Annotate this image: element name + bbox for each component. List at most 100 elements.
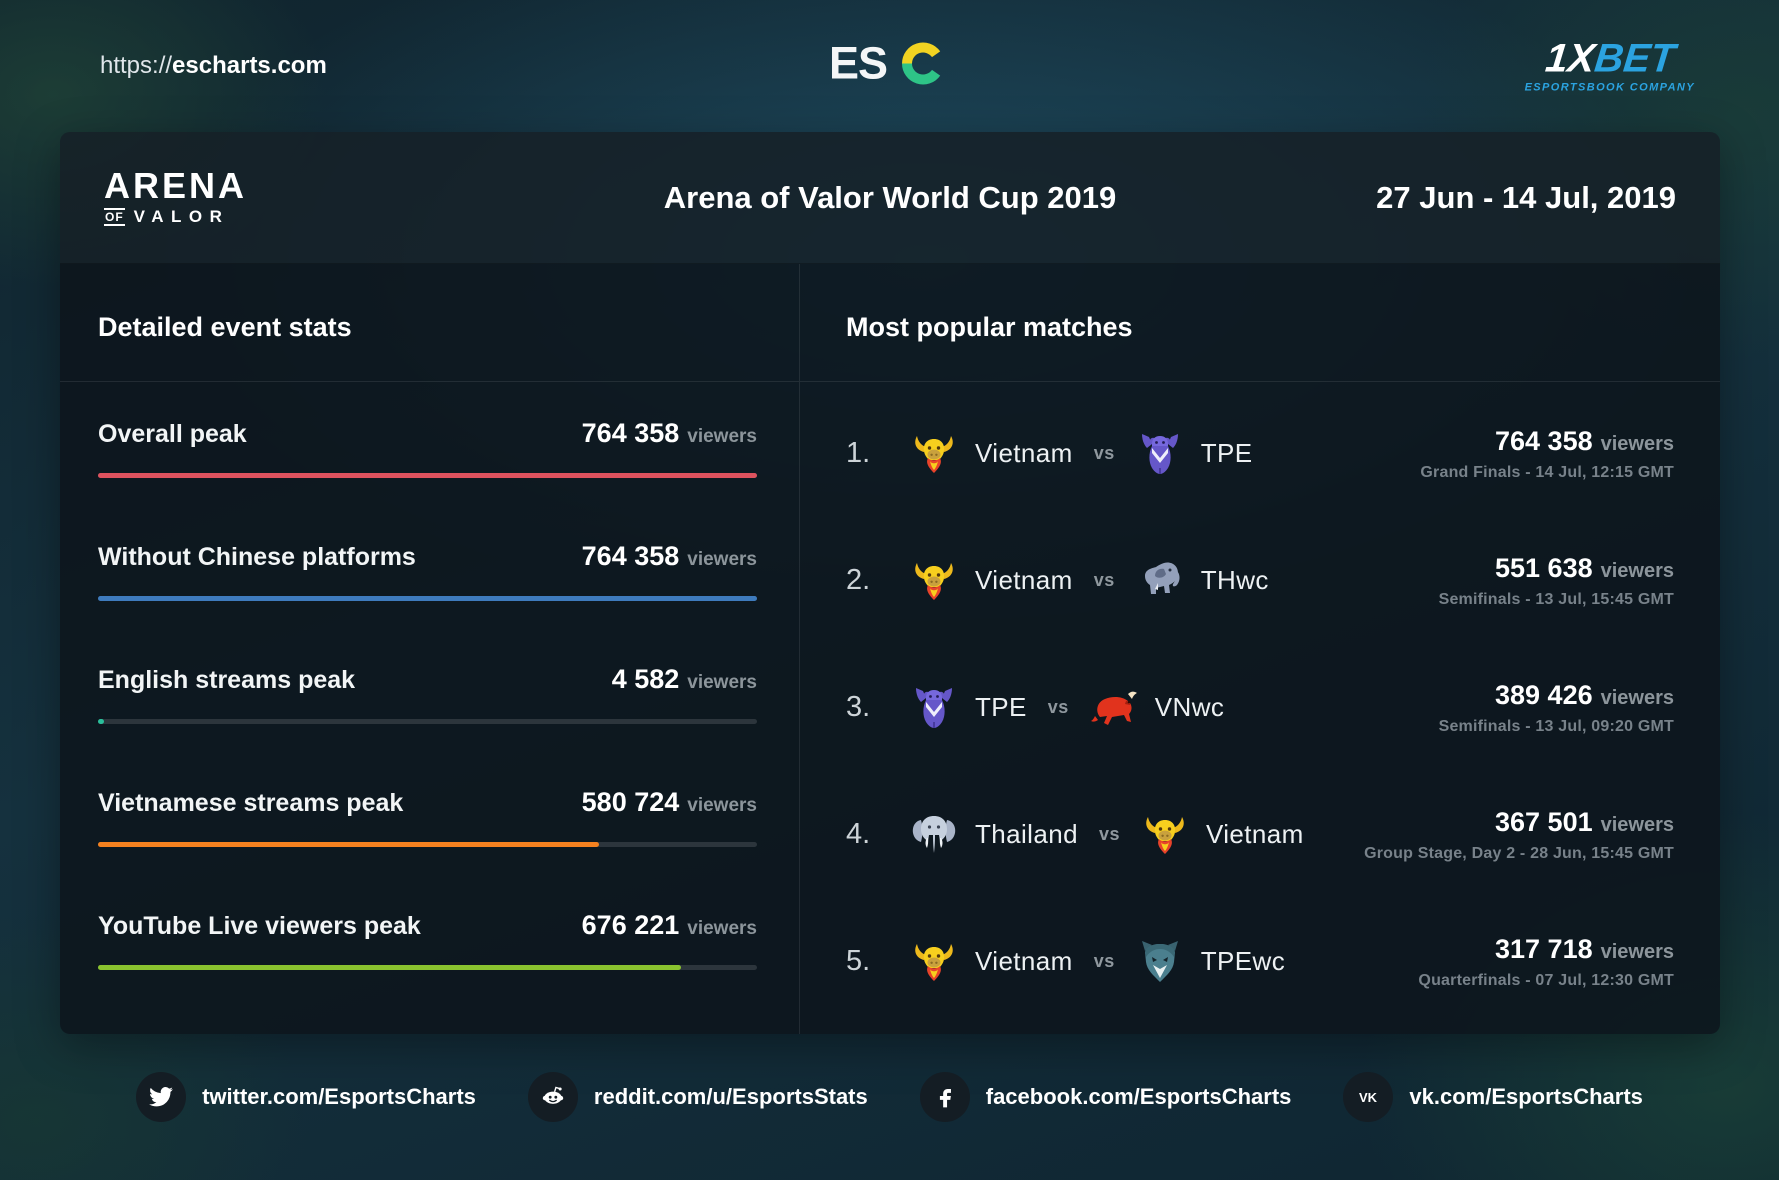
match-viewers-unit: viewers	[1600, 432, 1674, 455]
match-stage-time: Grand Finals - 14 Jul, 12:15 GMT	[1420, 463, 1674, 481]
stat-unit-label: viewers	[687, 918, 757, 939]
aov-logo-valor: VALOR	[133, 207, 230, 226]
match-viewers-unit: viewers	[1600, 813, 1674, 836]
stat-unit-label: viewers	[687, 549, 757, 570]
stat-row: YouTube Live viewers peak 676 221 viewers	[98, 910, 757, 1033]
stat-bar-fill	[98, 473, 757, 478]
reddit-icon	[527, 1072, 578, 1122]
aov-logo-line2: OF VALOR	[104, 207, 404, 227]
stat-unit-label: viewers	[687, 795, 757, 816]
th-elephant-icon	[910, 811, 958, 859]
match-stage-time: Semifinals - 13 Jul, 09:20 GMT	[1438, 717, 1674, 735]
social-link[interactable]: VK vk.com/EsportsCharts	[1343, 1072, 1643, 1122]
match-viewers-block: 551 638 viewers Semifinals - 13 Jul, 15:4…	[1439, 553, 1674, 609]
stat-bar-track	[98, 965, 757, 970]
match-viewers-line: 367 501 viewers	[1364, 807, 1674, 838]
match-viewers-block: 764 358 viewers Grand Finals - 14 Jul, 12…	[1420, 426, 1674, 482]
stat-value: 676 221	[581, 910, 680, 940]
sponsor-1xbet-logo[interactable]: 1XBET ESPORTSBOOK COMPANY	[1524, 36, 1695, 94]
vn-buffalo-icon	[1141, 811, 1189, 859]
stat-row: Overall peak 764 358 viewers	[98, 418, 757, 541]
sponsor-tagline: ESPORTSBOOK COMPANY	[1524, 81, 1695, 94]
vn-buffalo-icon	[910, 430, 958, 478]
social-link[interactable]: twitter.com/EsportsCharts	[136, 1072, 476, 1122]
match-viewers-value: 551 638	[1495, 552, 1593, 583]
team-2: VNwc	[1090, 684, 1225, 732]
vs-label: vs	[1047, 697, 1069, 717]
vnwc-bull-icon	[1090, 684, 1138, 732]
sponsor-1x: 1X	[1543, 36, 1597, 81]
match-rank: 5.	[846, 945, 871, 977]
stat-unit-label: viewers	[687, 426, 757, 447]
team-1-name: Vietnam	[975, 438, 1073, 468]
match-viewers-line: 317 718 viewers	[1418, 934, 1674, 965]
match-row: 3. TPE vs VNwc 389 426 viewers Semifinals…	[846, 644, 1674, 771]
team-1-name: Vietnam	[975, 565, 1073, 595]
stat-value-wrap: 580 724 viewers	[582, 787, 757, 818]
stat-row: Vietnamese streams peak 580 724 viewers	[98, 787, 757, 910]
stat-bar-track	[98, 473, 757, 478]
stat-label: Overall peak	[98, 420, 247, 448]
team-2-name: TPEwc	[1200, 946, 1286, 976]
stat-bar-fill	[98, 719, 104, 724]
team-2-name: Vietnam	[1205, 819, 1304, 849]
match-viewers-value: 317 718	[1495, 933, 1593, 964]
match-row: 1. Vietnam vs TPE 764 358 viewers Grand F…	[846, 390, 1674, 517]
stat-value: 4 582	[611, 664, 680, 694]
match-row: 4. Thailand vs Vietnam 367 501 viewers Gr…	[846, 771, 1674, 898]
stat-value-wrap: 764 358 viewers	[582, 541, 757, 572]
esc-logo-graphic: ES	[829, 38, 940, 89]
match-stage-time: Quarterfinals - 07 Jul, 12:30 GMT	[1418, 971, 1674, 989]
match-viewers-line: 551 638 viewers	[1439, 553, 1674, 584]
match-row: 2. Vietnam vs THwc 551 638 viewers Semifi…	[846, 517, 1674, 644]
match-viewers-value: 367 501	[1495, 806, 1593, 837]
team-2-name: THwc	[1200, 565, 1269, 595]
team-2: TPE	[1136, 430, 1253, 478]
stat-row-top: Vietnamese streams peak 580 724 viewers	[98, 787, 757, 818]
vs-label: vs	[1093, 570, 1115, 590]
stat-label: YouTube Live viewers peak	[98, 912, 421, 940]
match-rank: 1.	[846, 437, 871, 469]
vs-label: vs	[1098, 824, 1120, 844]
aov-logo-line1: ARENA	[104, 165, 248, 206]
matches-panel-heading: Most popular matches	[800, 264, 1720, 382]
twitter-icon	[136, 1072, 187, 1122]
url-domain: escharts.com	[172, 52, 327, 79]
team-2-name: VNwc	[1154, 692, 1225, 722]
match-row: 5. Vietnam vs TPEwc 317 718 viewers Quart…	[846, 898, 1674, 1025]
card-header: ARENA OF VALOR Arena of Valor World Cup …	[60, 132, 1720, 264]
team-1: Vietnam	[910, 557, 1073, 605]
social-link-text: twitter.com/EsportsCharts	[202, 1084, 476, 1109]
stat-value: 580 724	[581, 787, 680, 817]
thwc-elephant-icon	[1136, 557, 1184, 605]
site-url-link[interactable]: https://escharts.com	[100, 52, 327, 80]
social-link-text: facebook.com/EsportsCharts	[985, 1084, 1292, 1109]
aov-logo-of: OF	[104, 208, 125, 226]
vn-buffalo-icon	[910, 938, 958, 986]
social-link[interactable]: facebook.com/EsportsCharts	[919, 1072, 1292, 1122]
stat-bar-track	[98, 719, 757, 724]
stat-value: 764 358	[581, 541, 680, 571]
social-link-text: reddit.com/u/EsportsStats	[593, 1084, 868, 1109]
stat-value: 764 358	[581, 418, 680, 448]
vk-icon: VK	[1343, 1072, 1394, 1122]
stat-row-top: Without Chinese platforms 764 358 viewers	[98, 541, 757, 572]
stat-value-wrap: 4 582 viewers	[612, 664, 757, 695]
team-1-name: Vietnam	[975, 946, 1073, 976]
vs-label: vs	[1093, 443, 1115, 463]
team-2: THwc	[1136, 557, 1269, 605]
social-link[interactable]: reddit.com/u/EsportsStats	[527, 1072, 868, 1122]
match-rank: 3.	[846, 691, 871, 723]
stat-bar-fill	[98, 965, 682, 970]
url-prefix: https://	[100, 52, 173, 79]
popular-matches-panel: Most popular matches 1. Vietnam vs TPE 7…	[800, 264, 1720, 1034]
event-stats-card: ARENA OF VALOR Arena of Valor World Cup …	[60, 132, 1720, 1034]
social-links-footer: twitter.com/EsportsCharts reddit.com/u/E…	[0, 1072, 1779, 1122]
match-viewers-line: 389 426 viewers	[1439, 680, 1674, 711]
stats-panel-heading: Detailed event stats	[60, 264, 799, 382]
match-rank: 2.	[846, 564, 871, 596]
match-viewers-unit: viewers	[1600, 686, 1674, 709]
stat-bar-track	[98, 596, 757, 601]
match-stage-time: Group Stage, Day 2 - 28 Jun, 15:45 GMT	[1364, 844, 1674, 862]
